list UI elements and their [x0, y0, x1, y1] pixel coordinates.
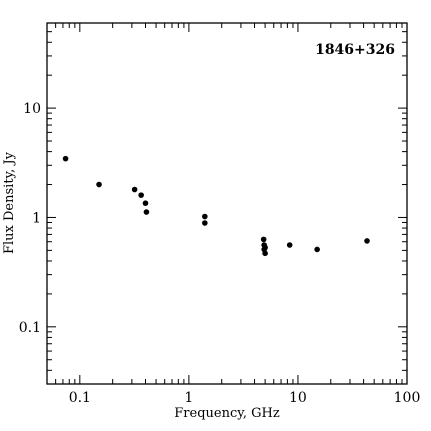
- x-tick-label: 1: [184, 390, 193, 406]
- data-point: [286, 242, 293, 248]
- data-point: [96, 181, 102, 188]
- data-point: [143, 209, 150, 215]
- x-tick-labels: 0.1 1 10 100: [69, 390, 421, 406]
- x-axis-title: Frequency, GHz: [174, 406, 280, 421]
- axis-ticks: [46, 22, 408, 385]
- y-tick-labels: 0.1 1 10: [19, 101, 41, 336]
- data-points: [62, 155, 370, 257]
- plot-frame: [46, 22, 408, 385]
- data-point: [202, 213, 208, 220]
- data-point: [62, 155, 69, 162]
- data-point: [364, 238, 370, 244]
- data-point: [138, 192, 144, 198]
- chart-title: 1846+326: [315, 42, 395, 58]
- y-axis-title: Flux Density, Jy: [2, 151, 17, 254]
- data-point: [314, 246, 320, 253]
- y-tick-label: 10: [23, 101, 41, 117]
- y-tick-label: 1: [32, 210, 41, 226]
- x-tick-label: 10: [289, 390, 307, 406]
- data-point: [202, 220, 208, 226]
- data-point: [260, 236, 267, 243]
- data-point: [262, 250, 268, 257]
- x-tick-label: 0.1: [69, 390, 91, 406]
- data-point: [131, 186, 138, 193]
- x-tick-label: 100: [394, 390, 421, 406]
- y-tick-label: 0.1: [19, 320, 41, 336]
- data-point: [142, 200, 149, 207]
